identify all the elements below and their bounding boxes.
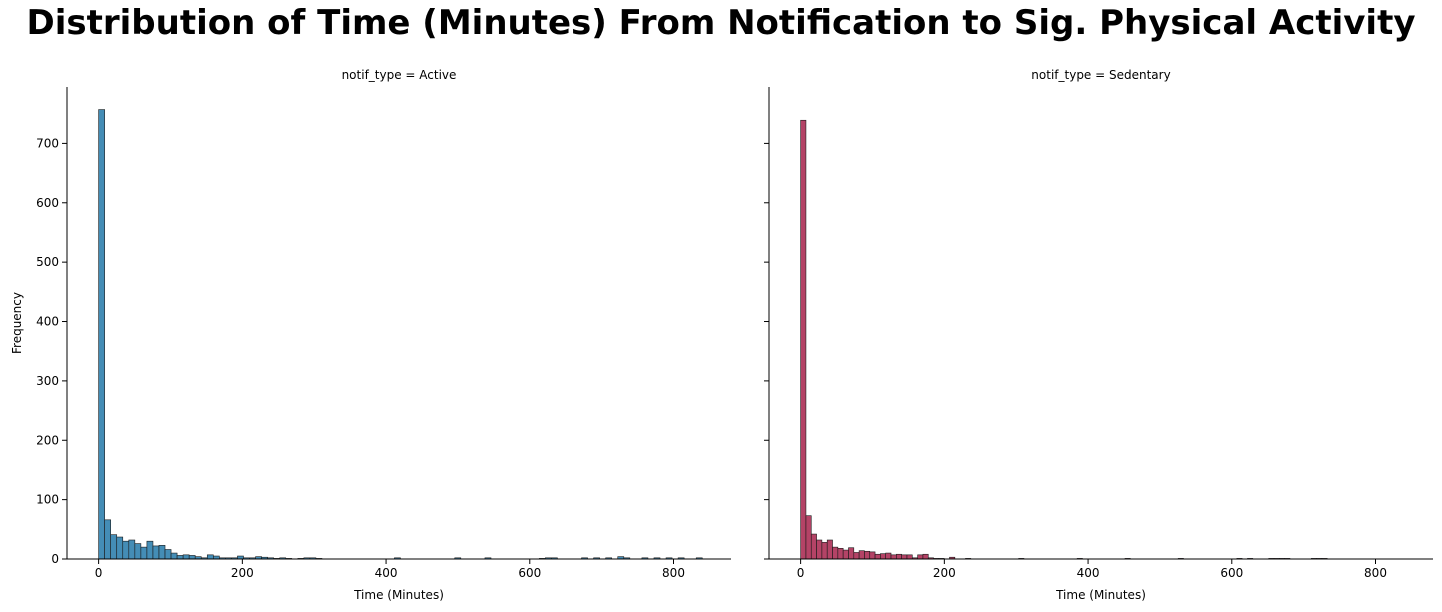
x-tick-label: 800 (1364, 566, 1387, 580)
histogram-bar (880, 553, 887, 560)
y-tick-label: 300 (36, 374, 59, 388)
y-tick-label: 500 (36, 255, 59, 269)
histogram-bar (922, 553, 929, 560)
histogram-bar (800, 119, 807, 560)
y-tick-label: 600 (36, 196, 59, 210)
histogram-bar (206, 554, 214, 560)
histogram-bar (158, 545, 166, 560)
x-tick-label: 600 (1220, 566, 1243, 580)
histogram-bar (116, 536, 124, 560)
histogram-bar (901, 554, 908, 560)
histogram-bar (110, 534, 118, 560)
histogram-bar (810, 533, 817, 560)
y-tick-label: 0 (51, 552, 59, 566)
x-tick-label: 400 (1077, 566, 1100, 580)
histogram-bar (837, 548, 844, 560)
histogram-bar (890, 554, 897, 560)
y-tick-label: 100 (36, 493, 59, 507)
main-title: Distribution of Time (Minutes) From Noti… (26, 3, 1416, 43)
histogram-bar (182, 554, 190, 560)
histogram-bar (917, 554, 924, 560)
histogram-bar (164, 549, 172, 560)
x-axis-label: Time (Minutes) (1055, 588, 1146, 602)
y-tick-label: 400 (36, 315, 59, 329)
x-tick-label: 800 (662, 566, 685, 580)
histogram-bar (98, 109, 105, 560)
histogram-bar (885, 552, 892, 560)
histogram-bar (140, 546, 148, 560)
histogram-bar (805, 515, 812, 560)
histogram-bar (864, 550, 871, 560)
histogram-bar (170, 552, 178, 560)
histogram-bar (104, 519, 112, 560)
y-axis-label: Frequency (10, 292, 24, 354)
histogram-bar (152, 545, 160, 560)
x-tick-label: 0 (95, 566, 103, 580)
panel-title: notif_type = Sedentary (1031, 68, 1170, 82)
histogram-bar (122, 540, 130, 560)
x-tick-label: 400 (375, 566, 398, 580)
x-tick-label: 600 (518, 566, 541, 580)
histogram-bar (821, 542, 828, 560)
histogram-bar (134, 543, 142, 560)
x-tick-label: 0 (797, 566, 805, 580)
x-tick-label: 200 (231, 566, 254, 580)
histogram-bar (874, 553, 881, 560)
panel-sedentary: 0 200 400 600 800 notif_type = Sedentary Time … (764, 68, 1433, 602)
histogram-bar (906, 554, 913, 560)
histogram-bar (848, 547, 855, 560)
y-tick-label: 200 (36, 433, 59, 447)
histogram-bar (826, 539, 833, 560)
panel-title: notif_type = Active (342, 68, 457, 82)
histogram-bar (816, 539, 823, 560)
x-tick-label: 200 (933, 566, 956, 580)
x-axis-label: Time (Minutes) (353, 588, 444, 602)
histogram-bar (188, 555, 196, 560)
histogram-bar (896, 553, 902, 560)
histogram-bar (128, 539, 136, 560)
histogram-bar (146, 540, 154, 560)
histogram-bar (176, 555, 184, 560)
histogram-bar (869, 551, 876, 560)
y-tick-label: 700 (36, 136, 59, 150)
histogram-bar (842, 549, 849, 560)
histogram-bar (858, 550, 865, 560)
histogram-bar (832, 546, 839, 560)
panel-active: 0 200 400 600 800 0 100 200 300 400 500 600 700 notif… (36, 68, 731, 602)
histogram-bar (853, 552, 860, 560)
